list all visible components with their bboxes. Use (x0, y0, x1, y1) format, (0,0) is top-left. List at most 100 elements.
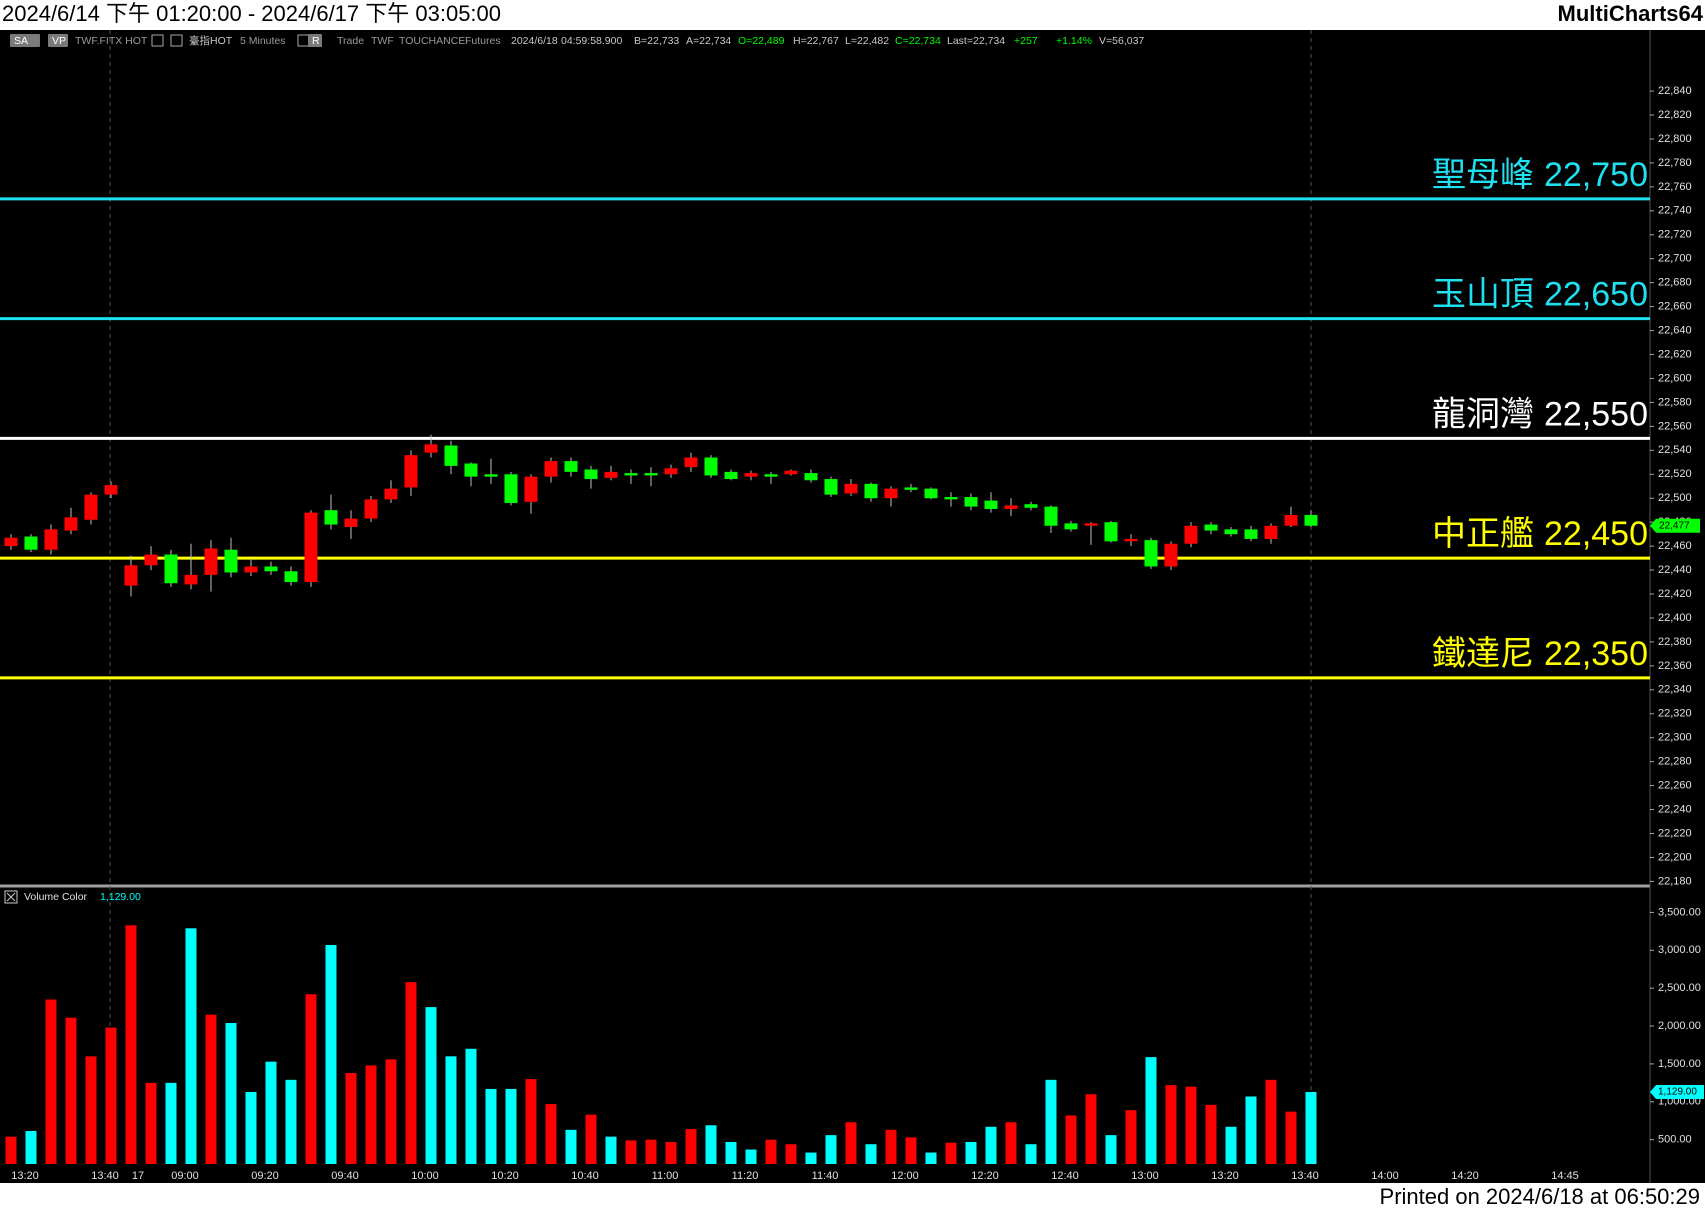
volume-bar (245, 1091, 257, 1164)
x-tick-label: 09:20 (251, 1170, 279, 1182)
volume-bar (965, 1141, 977, 1164)
y-tick-label: 22,540 (1658, 444, 1692, 456)
toolbar-item[interactable]: R (312, 35, 320, 47)
candle-body (804, 473, 818, 481)
volume-bar (1265, 1079, 1277, 1164)
last-price-label: 22,477 (1659, 520, 1690, 531)
candle-body (524, 476, 538, 502)
level-value: 22,750 (1544, 156, 1648, 194)
volume-bar (1225, 1126, 1237, 1164)
volume-bar (685, 1129, 697, 1164)
volume-bar (545, 1104, 557, 1164)
volume-bar (645, 1139, 657, 1164)
level-value: 22,350 (1544, 635, 1648, 673)
volume-bar (465, 1048, 477, 1164)
candle-body (744, 473, 758, 477)
volume-bar (425, 1007, 437, 1164)
volume-title: Volume Color (24, 891, 88, 903)
volume-bar (445, 1056, 457, 1164)
y-tick-label: 22,380 (1658, 636, 1692, 648)
toolbar-item: Last=22,734 (947, 35, 1005, 47)
toolbar-item: 臺指HOT (189, 34, 233, 47)
level-label: 鐵達尼 22,350 (1432, 635, 1648, 673)
candle-body (224, 549, 238, 573)
candle-body (1184, 525, 1198, 544)
candle-body (924, 488, 938, 499)
candle-body (1004, 505, 1018, 509)
toolbar-item[interactable]: VP (52, 35, 66, 47)
candle-body (244, 566, 258, 573)
volume-bar (865, 1144, 877, 1164)
volume-marker (1650, 1085, 1704, 1100)
dropdown[interactable] (151, 34, 164, 47)
candle-body (544, 461, 558, 477)
y-tick-label: 2,000.00 (1658, 1020, 1701, 1032)
y-tick-label: 22,840 (1658, 85, 1692, 97)
header-range: 2024/6/14 下午 01:20:00 - 2024/6/17 下午 03:… (2, 1, 501, 26)
volume-bar (265, 1061, 277, 1164)
checkbox[interactable] (4, 890, 18, 904)
toolbar-item: Trade (337, 35, 364, 47)
x-tick-label: 10:20 (491, 1170, 519, 1182)
volume-bar (885, 1129, 897, 1164)
candle-body (904, 487, 918, 490)
candle-body (1124, 538, 1138, 542)
x-tick-label: 11:00 (652, 1170, 679, 1182)
volume-bar (1185, 1086, 1197, 1164)
candle-body (604, 471, 618, 478)
y-tick-label: 22,580 (1658, 396, 1692, 408)
volume-bar (625, 1140, 637, 1164)
candle-body (944, 497, 958, 500)
volume-bar (925, 1152, 937, 1164)
candle-body (884, 488, 898, 499)
level-name: 玉山頂 (1432, 276, 1534, 314)
toolbar-item: TWF.FITX HOT (75, 35, 148, 47)
toolbar-item: TWF (371, 35, 394, 47)
candle-body (144, 554, 158, 566)
volume-bar (1145, 1057, 1157, 1164)
candle-body (264, 566, 278, 572)
x-tick-label: 14:00 (1371, 1170, 1399, 1182)
y-tick-label: 22,260 (1658, 780, 1692, 792)
candle-body (664, 468, 678, 475)
candle-body (104, 485, 118, 495)
level-label: 聖母峰 22,750 (1432, 156, 1648, 194)
volume-bar (325, 944, 337, 1164)
volume-bar (725, 1141, 737, 1164)
toolbar-button (48, 34, 68, 47)
volume-bar (1025, 1144, 1037, 1164)
toolbar-button (10, 34, 40, 47)
y-tick-label: 22,500 (1658, 492, 1692, 504)
volume-bar (1085, 1094, 1097, 1164)
volume-bar (1105, 1135, 1117, 1164)
y-tick-label: 22,340 (1658, 684, 1692, 696)
dropdown[interactable] (170, 34, 183, 47)
volume-bar (5, 1136, 17, 1164)
y-tick-label: 22,460 (1658, 540, 1692, 552)
x-tick-label: 09:00 (171, 1170, 199, 1182)
toolbar-item[interactable]: SA (14, 35, 28, 47)
candle-body (644, 473, 658, 476)
candle-body (464, 463, 478, 477)
volume-bar (345, 1073, 357, 1164)
volume-bar (825, 1135, 837, 1164)
volume-bar (1045, 1079, 1057, 1164)
y-tick-label: 22,740 (1658, 205, 1692, 217)
y-tick-label: 22,700 (1658, 253, 1692, 265)
candle-body (384, 488, 398, 500)
y-tick-label: 3,500.00 (1658, 906, 1701, 918)
x-tick-label: 11:20 (732, 1170, 759, 1182)
x-tick-label: 12:00 (891, 1170, 919, 1182)
y-tick-label: 2,500.00 (1658, 982, 1701, 994)
volume-bar (605, 1136, 617, 1164)
toolbar-item: C=22,734 (895, 35, 941, 47)
y-tick-label: 22,440 (1658, 564, 1692, 576)
volume-bar (665, 1141, 677, 1164)
volume-bar (985, 1126, 997, 1164)
y-tick-label: 22,420 (1658, 588, 1692, 600)
y-tick-label: 22,760 (1658, 181, 1692, 193)
candle-body (564, 461, 578, 472)
toolbar-item: 2024/6/18 (511, 35, 558, 47)
volume-bar (1125, 1110, 1137, 1164)
